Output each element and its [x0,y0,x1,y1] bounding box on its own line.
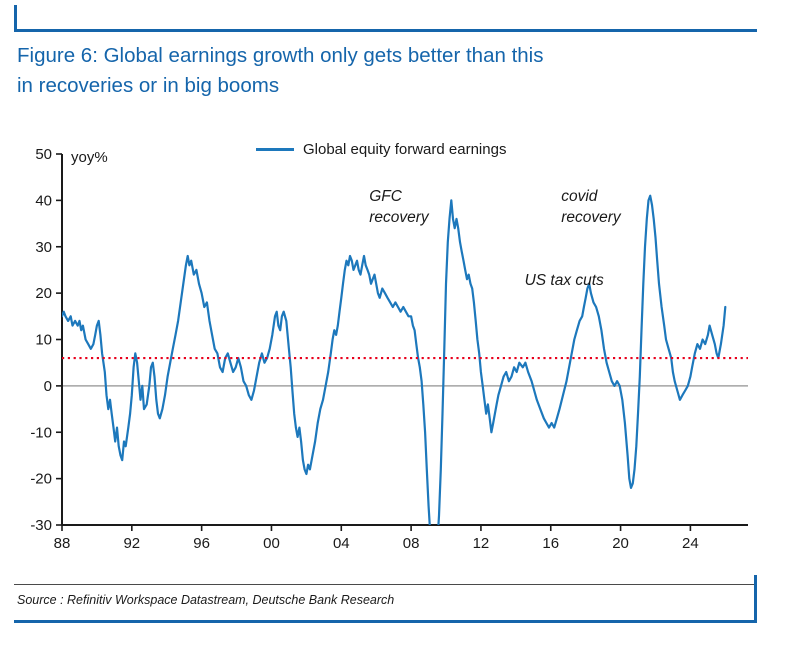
figure-title-line1: Figure 6: Global earnings growth only ge… [17,44,544,67]
top-rule [14,29,757,32]
x-tick-label: 88 [54,535,71,552]
chart-legend: Global equity forward earnings [256,141,506,158]
x-tick-label: 04 [333,535,350,552]
x-tick-label: 92 [123,535,140,552]
legend-label: Global equity forward earnings [303,141,507,158]
x-tick-label: 24 [682,535,699,552]
y-tick-label: 20 [35,285,52,302]
x-tick-label: 96 [193,535,210,552]
x-tick-label: 16 [542,535,559,552]
y-tick-label: -30 [30,517,52,534]
earnings-line [62,194,727,525]
source-separator-line [14,584,757,585]
annotation-covid-recovery: covid recovery [561,188,621,227]
bottom-rule [14,620,757,623]
legend-line-swatch [256,148,294,151]
y-tick-label: -20 [30,471,52,488]
y-axis-unit-label: yoy% [71,149,108,166]
y-tick-label: 40 [35,192,52,209]
y-tick-label: 30 [35,239,52,256]
chart-svg: -30 -20 -10 0 10 20 30 40 50 88 92 96 00 04 08 12 16 20 24 [30,146,748,552]
bottom-right-corner-bracket [754,575,757,623]
y-tick-label: 0 [44,378,52,395]
y-tick-label: 10 [35,332,52,349]
figure-title: Figure 6: Global earnings growth only ge… [17,41,767,101]
source-text: Source : Refinitiv Workspace Datastream,… [17,593,395,607]
top-left-corner-bracket [14,5,17,30]
earnings-growth-chart: -30 -20 -10 0 10 20 30 40 50 88 92 96 00 04 08 12 16 20 24… [0,133,787,569]
y-tick-label: -10 [30,424,52,441]
x-tick-label: 20 [612,535,629,552]
y-tick-label: 50 [35,146,52,163]
annotation-gfc-recovery: GFC recovery [369,188,429,227]
x-tick-label: 08 [403,535,420,552]
annotation-us-tax-cuts: US tax cuts [524,271,604,289]
figure-title-line2: in recoveries or in big booms [17,74,280,97]
x-tick-label: 12 [473,535,490,552]
x-tick-label: 00 [263,535,280,552]
